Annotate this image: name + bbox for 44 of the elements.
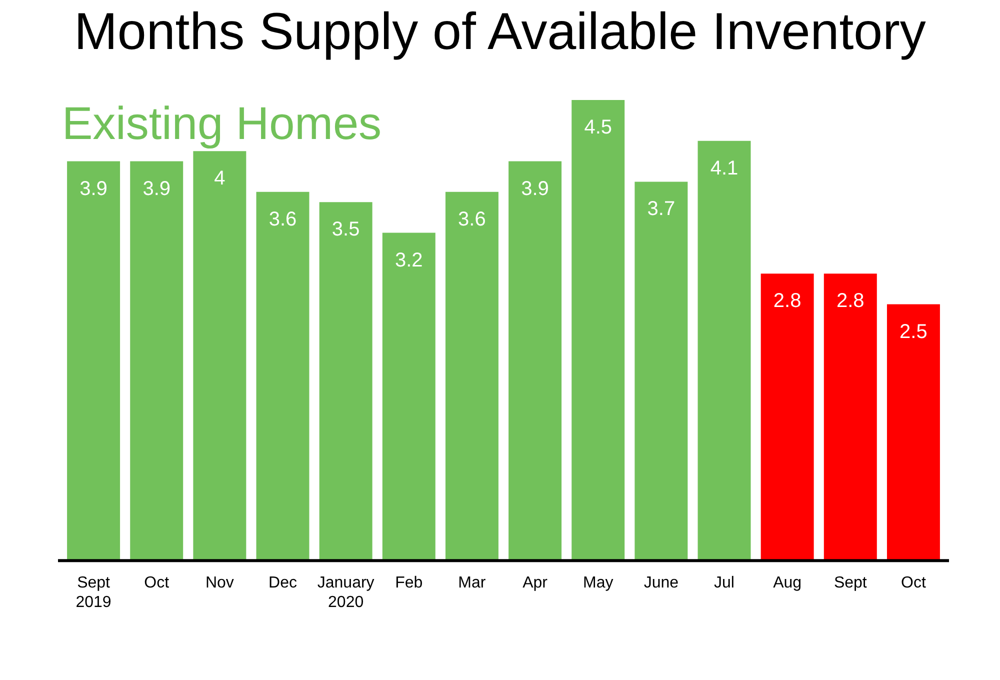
bar <box>634 182 688 560</box>
chart-title: Months Supply of Available Inventory <box>73 2 927 62</box>
bar <box>130 161 184 560</box>
bar <box>572 100 625 560</box>
bar <box>193 151 246 560</box>
x-tick-label: Dec <box>268 574 297 592</box>
data-label: 3.5 <box>332 218 360 241</box>
x-tick-label: June <box>644 574 679 592</box>
x-tick-label: May <box>582 574 614 592</box>
data-label: 3.6 <box>458 208 486 230</box>
x-tick-label: Aug <box>773 574 802 592</box>
x-tick-label: Sept 2019 <box>76 574 112 611</box>
bar <box>698 140 751 560</box>
x-tick-label: Apr <box>522 574 548 592</box>
bar <box>319 202 372 560</box>
x-tick-label: Oct <box>144 574 170 592</box>
data-label: 2.8 <box>836 290 864 312</box>
data-label: 3.6 <box>268 208 297 230</box>
bar <box>886 304 940 560</box>
bar <box>67 161 120 560</box>
bar <box>508 161 562 560</box>
data-label: 3.9 <box>80 178 108 200</box>
bar <box>760 274 814 560</box>
x-tick-label: Jul <box>714 574 734 592</box>
data-label: 4.1 <box>710 157 738 180</box>
bar <box>445 192 498 560</box>
data-label: 4.5 <box>584 116 612 139</box>
data-label: 3.9 <box>142 178 171 200</box>
x-tick-label: Sept <box>834 574 868 592</box>
chart-subtitle: Existing Homes <box>62 96 382 150</box>
bar <box>382 232 436 560</box>
x-tick-label: Nov <box>205 574 234 592</box>
x-tick-label: January 2020 <box>317 574 374 611</box>
x-tick-label: Feb <box>395 574 423 592</box>
data-label: 2.8 <box>773 290 802 312</box>
bar <box>256 192 310 560</box>
data-label: 2.5 <box>900 320 928 343</box>
bar <box>824 274 877 560</box>
data-label: 3.2 <box>394 249 423 272</box>
data-label: 3.9 <box>521 178 549 200</box>
x-tick-label: Oct <box>901 574 926 592</box>
x-tick-label: Mar <box>458 574 486 592</box>
data-label: 3.7 <box>647 198 676 220</box>
data-label: 4 <box>214 168 226 190</box>
